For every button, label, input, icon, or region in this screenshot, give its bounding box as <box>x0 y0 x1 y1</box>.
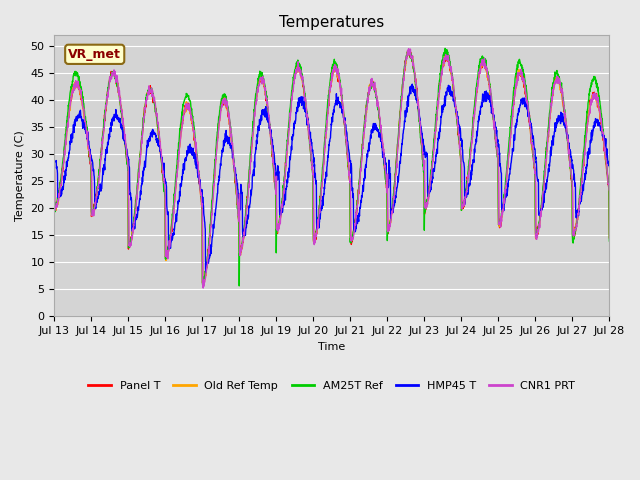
Line: HMP45 T: HMP45 T <box>54 84 609 272</box>
Old Ref Temp <box>205 238 213 243</box>
CNR1 PRT <box>605 188 613 193</box>
HMP45 T <box>493 139 501 145</box>
Y-axis label: Temperature (C): Temperature (C) <box>15 131 25 221</box>
HMP45 T <box>557 109 564 115</box>
AM25T Ref <box>493 154 501 159</box>
Old Ref Temp <box>493 152 501 158</box>
CNR1 PRT <box>493 153 501 158</box>
AM25T Ref <box>557 82 564 87</box>
CNR1 PRT <box>557 84 564 89</box>
CNR1 PRT <box>348 236 356 241</box>
Old Ref Temp <box>200 281 207 287</box>
CNR1 PRT <box>360 130 368 136</box>
Panel T <box>557 82 564 88</box>
AM25T Ref <box>360 124 368 130</box>
Line: CNR1 PRT: CNR1 PRT <box>54 48 609 288</box>
HMP45 T <box>202 269 210 275</box>
Panel T <box>51 202 58 207</box>
Panel T <box>348 237 356 243</box>
HMP45 T <box>605 164 613 169</box>
Panel T <box>493 152 501 158</box>
CNR1 PRT <box>205 240 213 245</box>
AM25T Ref <box>441 46 449 51</box>
CNR1 PRT <box>51 167 58 172</box>
Panel T <box>205 240 213 246</box>
Panel T <box>572 221 580 227</box>
Old Ref Temp <box>572 223 580 228</box>
Old Ref Temp <box>348 235 356 241</box>
HMP45 T <box>360 176 368 181</box>
HMP45 T <box>51 159 58 165</box>
Old Ref Temp <box>51 165 58 171</box>
Old Ref Temp <box>360 125 368 131</box>
AM25T Ref <box>348 234 356 240</box>
Panel T <box>605 235 613 240</box>
AM25T Ref <box>200 285 207 290</box>
Panel T <box>200 282 207 288</box>
Title: Temperatures: Temperatures <box>279 15 385 30</box>
CNR1 PRT <box>404 46 412 51</box>
Text: VR_met: VR_met <box>68 48 121 61</box>
Old Ref Temp <box>406 47 413 53</box>
Panel T <box>405 49 413 55</box>
AM25T Ref <box>51 206 58 212</box>
AM25T Ref <box>605 238 613 244</box>
Line: AM25T Ref: AM25T Ref <box>54 48 609 288</box>
CNR1 PRT <box>200 285 207 291</box>
AM25T Ref <box>572 224 580 230</box>
Old Ref Temp <box>605 187 613 193</box>
X-axis label: Time: Time <box>318 342 346 352</box>
HMP45 T <box>572 215 580 221</box>
Line: Old Ref Temp: Old Ref Temp <box>54 50 609 284</box>
HMP45 T <box>205 255 213 261</box>
Line: Panel T: Panel T <box>54 52 609 285</box>
Panel T <box>360 126 368 132</box>
HMP45 T <box>348 185 356 191</box>
AM25T Ref <box>205 236 213 241</box>
HMP45 T <box>408 81 416 87</box>
Old Ref Temp <box>557 89 564 95</box>
Legend: Panel T, Old Ref Temp, AM25T Ref, HMP45 T, CNR1 PRT: Panel T, Old Ref Temp, AM25T Ref, HMP45 … <box>84 376 580 395</box>
CNR1 PRT <box>572 223 580 228</box>
